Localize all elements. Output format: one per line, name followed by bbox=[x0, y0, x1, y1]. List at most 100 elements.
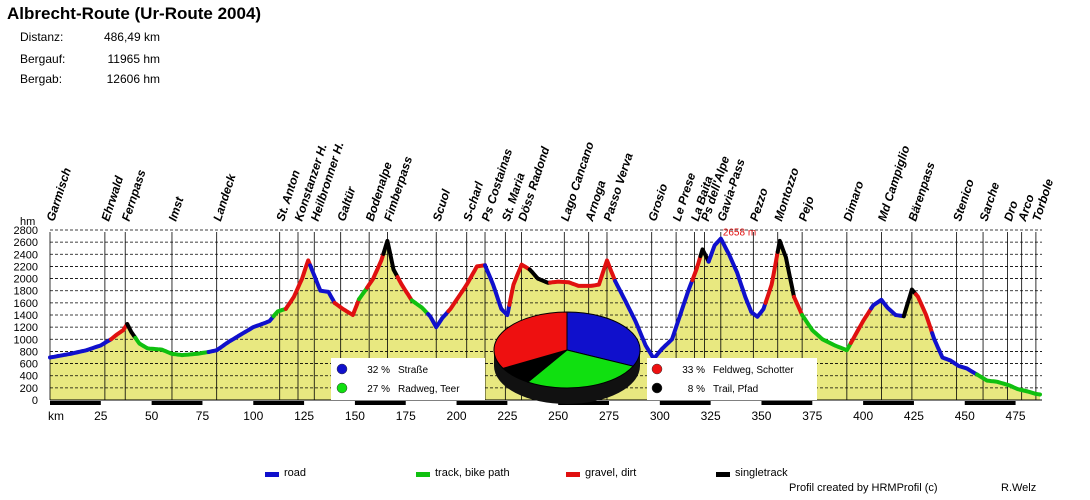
x-tick-label: 25 bbox=[94, 409, 108, 423]
segment-gravel bbox=[914, 292, 935, 336]
x-tick-label: 50 bbox=[145, 409, 159, 423]
pie-legend-percent: 32 % bbox=[367, 365, 390, 376]
pie-legend-box bbox=[331, 358, 485, 400]
pie-legend-dot bbox=[336, 363, 348, 375]
x-tick-label: 75 bbox=[196, 409, 210, 423]
segment-track bbox=[975, 372, 1042, 397]
y-tick-label: 400 bbox=[20, 371, 38, 383]
y-tick-label: 2600 bbox=[14, 237, 38, 249]
page-title: Albrecht-Route (Ur-Route 2004) bbox=[7, 4, 262, 23]
y-axis-label: hm bbox=[20, 216, 35, 228]
y-tick-label: 2000 bbox=[14, 274, 38, 286]
pie-legend-dot bbox=[336, 382, 348, 394]
pie-slice bbox=[493, 311, 568, 369]
distance-value: 486,49 km bbox=[103, 30, 160, 44]
waypoint-label: Grosio bbox=[645, 182, 670, 223]
segment-singletrack bbox=[381, 238, 400, 280]
x-tick-label: 425 bbox=[904, 409, 924, 423]
distance-label: Distanz: bbox=[20, 30, 64, 44]
x-tick-label: 100 bbox=[243, 409, 263, 423]
x-scale-band bbox=[761, 401, 813, 405]
y-tick-label: 2400 bbox=[14, 249, 38, 261]
x-scale-band bbox=[456, 401, 508, 405]
author-text: R.Welz bbox=[1001, 482, 1037, 494]
waypoint-label: Landeck bbox=[210, 171, 239, 223]
y-tick-label: 2200 bbox=[14, 261, 38, 273]
pie-legend-label: Trail, Pfad bbox=[713, 384, 758, 395]
descent-label: Bergab: bbox=[20, 72, 63, 86]
segment-gravel bbox=[848, 306, 874, 345]
pie-legend-percent: 8 % bbox=[688, 384, 705, 395]
waypoint-label: Pezzo bbox=[747, 186, 771, 223]
y-tick-label: 1000 bbox=[14, 334, 38, 346]
segment-singletrack bbox=[527, 267, 553, 285]
segment-singletrack bbox=[901, 287, 918, 319]
segment-gravel bbox=[395, 275, 414, 303]
legend-swatch-singletrack bbox=[716, 472, 730, 477]
waypoint-label: Bärenpass bbox=[905, 160, 937, 223]
x-scale-band bbox=[253, 401, 305, 405]
segment-road bbox=[869, 297, 906, 319]
segment-road bbox=[206, 314, 276, 354]
legend-label-track: track, bike path bbox=[435, 467, 510, 479]
segment-track bbox=[271, 306, 288, 319]
segment-road bbox=[308, 263, 337, 305]
legend-swatch-gravel bbox=[566, 472, 580, 477]
x-scale-band bbox=[354, 401, 406, 405]
y-tick-label: 600 bbox=[20, 359, 38, 371]
pie-slice bbox=[526, 349, 635, 389]
x-tick-label: 225 bbox=[497, 409, 517, 423]
pie-slice bbox=[566, 311, 641, 367]
y-tick-label: 0 bbox=[32, 395, 38, 407]
segment-gravel bbox=[365, 251, 386, 290]
waypoint-label: Fernpass bbox=[119, 168, 149, 223]
pie-legend-dot bbox=[651, 382, 663, 394]
y-tick-label: 1400 bbox=[14, 310, 38, 322]
waypoint-label: Dro bbox=[1001, 199, 1021, 223]
descent-value: 12606 hm bbox=[106, 72, 160, 86]
x-tick-label: 375 bbox=[802, 409, 822, 423]
ascent-label: Bergauf: bbox=[20, 52, 66, 66]
y-tick-label: 2800 bbox=[14, 225, 38, 237]
x-tick-label: 150 bbox=[345, 409, 365, 423]
segment-gravel bbox=[283, 258, 313, 311]
y-tick-label: 1600 bbox=[14, 298, 38, 310]
y-tick-label: 200 bbox=[20, 383, 38, 395]
x-tick-label: 275 bbox=[599, 409, 619, 423]
pie-legend-percent: 33 % bbox=[682, 365, 705, 376]
pie-legend-box bbox=[647, 358, 817, 400]
segment-track bbox=[357, 285, 370, 302]
segment-track bbox=[409, 298, 431, 317]
y-tick-label: 1200 bbox=[14, 322, 38, 334]
segment-gravel bbox=[548, 258, 618, 288]
waypoint-label: Stenico bbox=[950, 177, 977, 223]
x-scale-band bbox=[50, 401, 101, 405]
waypoint-label: Dimaro bbox=[840, 179, 866, 223]
segment-gravel bbox=[763, 249, 780, 305]
pie-legend-percent: 27 % bbox=[367, 384, 390, 395]
x-tick-label: 125 bbox=[294, 409, 314, 423]
segment-singletrack bbox=[775, 238, 796, 299]
x-tick-label: 175 bbox=[396, 409, 416, 423]
waypoint-label: Imst bbox=[166, 194, 187, 223]
segment-road bbox=[483, 263, 512, 317]
ascent-value: 11965 hm bbox=[107, 52, 160, 66]
pie-legend-label: Feldweg, Schotter bbox=[713, 365, 794, 376]
x-axis-label: km bbox=[48, 409, 64, 423]
segment-singletrack bbox=[125, 322, 138, 340]
segment-road bbox=[48, 337, 113, 360]
pie-legend-label: Straße bbox=[398, 365, 428, 376]
legend-label-gravel: gravel, dirt bbox=[585, 467, 637, 479]
legend-label-road: road bbox=[284, 467, 307, 479]
segment-gravel bbox=[792, 294, 805, 317]
legend-swatch-road bbox=[265, 472, 279, 477]
segment-track bbox=[800, 313, 853, 353]
segment-road bbox=[426, 309, 451, 330]
max-elevation-label: 2658 m bbox=[723, 228, 756, 239]
x-tick-label: 400 bbox=[853, 409, 873, 423]
x-tick-label: 200 bbox=[447, 409, 467, 423]
x-tick-label: 450 bbox=[955, 409, 975, 423]
x-tick-label: 250 bbox=[548, 409, 568, 423]
credit-text: Profil created by HRMProfil (c) bbox=[789, 482, 938, 494]
